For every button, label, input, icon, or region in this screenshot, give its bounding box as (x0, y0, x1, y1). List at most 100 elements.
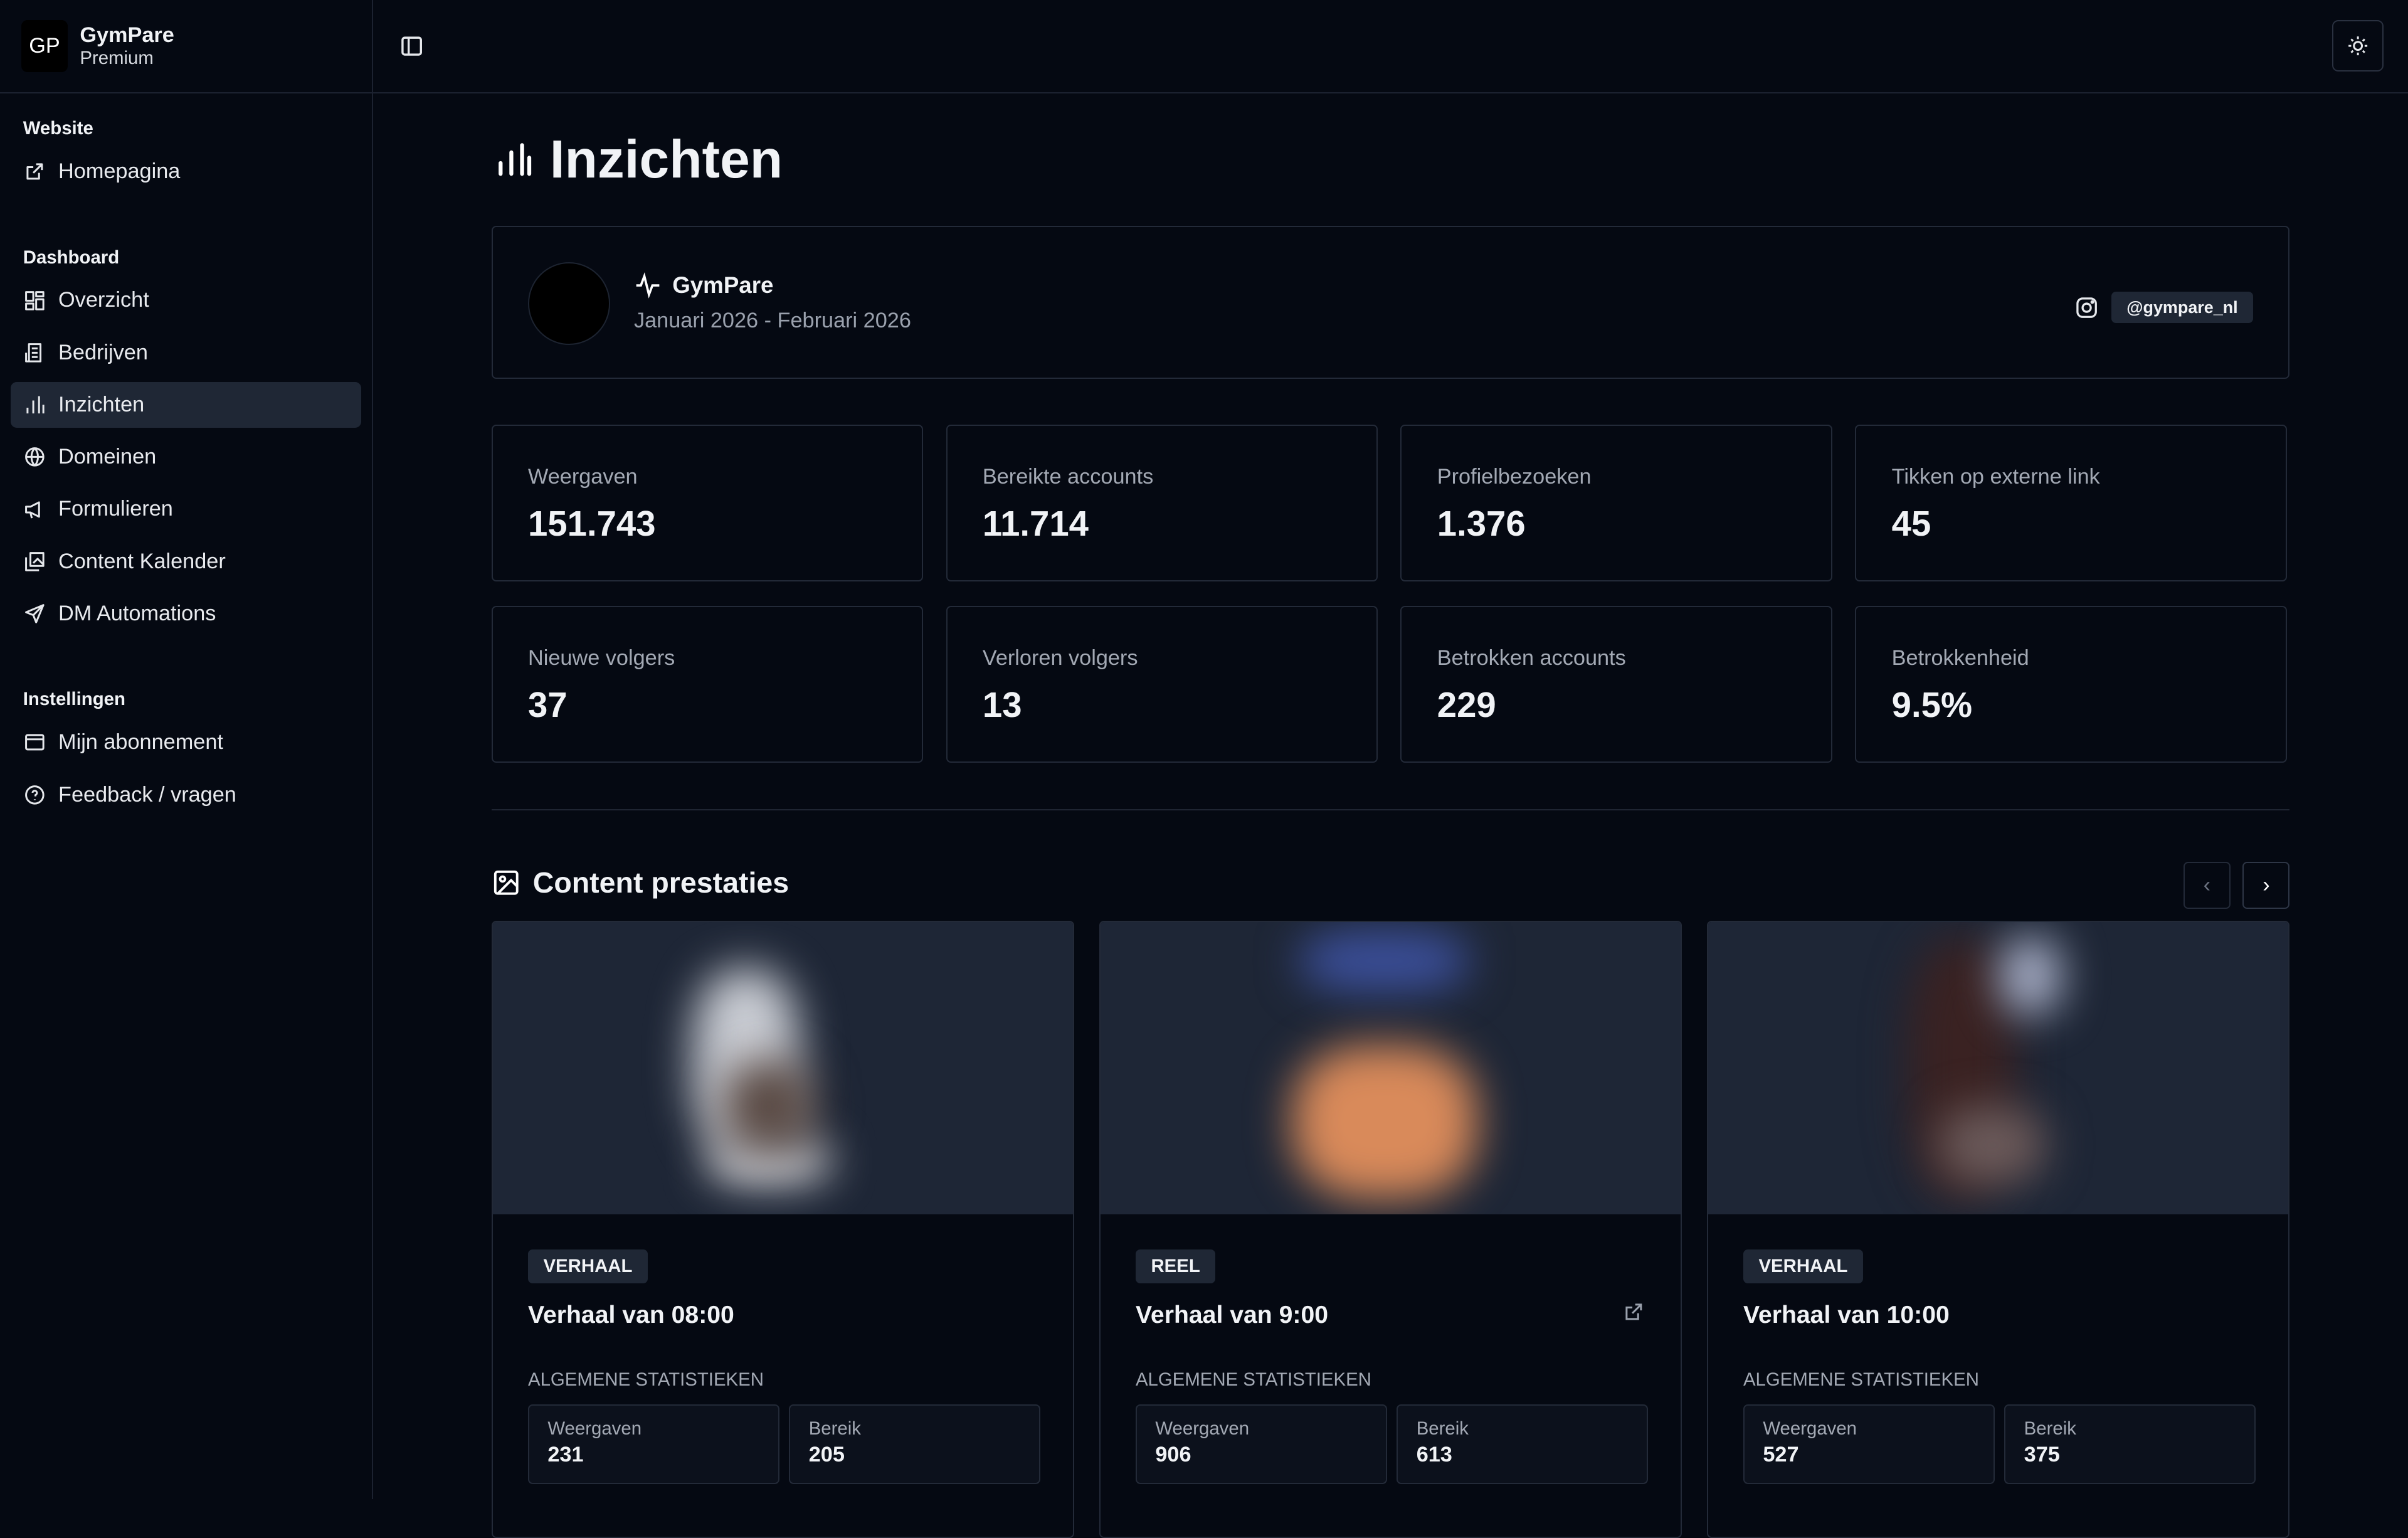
sidebar-item-mijn-abonnement[interactable]: Mijn abonnement (11, 719, 361, 765)
sidebar-item-formulieren[interactable]: Formulieren (11, 486, 361, 532)
sidebar-item-overzicht[interactable]: Overzicht (11, 277, 361, 323)
sidebar-nav: Website Homepagina Dashboard Overzicht Bedri… (0, 118, 372, 846)
content-cards: VERHAAL Verhaal van 08:00 ALGEMENE STATI… (491, 921, 2290, 1538)
stat-label: Betrokkenheid (1891, 645, 2029, 670)
stat-value: 229 (1437, 684, 1496, 724)
sidebar-toggle-icon[interactable] (399, 34, 424, 65)
views-box: Weergaven 527 (1743, 1404, 1995, 1484)
views-label: Weergaven (547, 1418, 642, 1439)
prev-button[interactable]: ‹ (2183, 861, 2231, 909)
brand-plan: Premium (80, 47, 154, 68)
views-box: Weergaven 906 (1135, 1404, 1387, 1484)
content-card[interactable]: VERHAAL Verhaal van 08:00 ALGEMENE STATI… (491, 921, 1075, 1538)
reach-value: 205 (808, 1442, 845, 1466)
next-button[interactable]: › (2242, 861, 2290, 909)
sidebar-item-label: Content Kalender (58, 549, 226, 573)
stat-value: 37 (527, 684, 568, 724)
reach-box: Bereik 205 (789, 1404, 1041, 1484)
stat-card: Nieuwe volgers 37 (491, 606, 923, 763)
profile-card: GymPare Januari 2026 - Februari 2026 @gy… (491, 225, 2290, 379)
reach-box: Bereik 375 (2004, 1404, 2256, 1484)
content-title: Content prestaties (532, 866, 789, 899)
reach-label: Bereik (1416, 1418, 1469, 1439)
external-link-icon (23, 160, 46, 183)
help-circle-icon (23, 783, 46, 807)
sidebar-item-domeinen[interactable]: Domeinen (11, 434, 361, 480)
stat-label: Betrokken accounts (1437, 645, 1626, 670)
stat-value: 1.376 (1437, 503, 1526, 543)
page-title: Inzichten (492, 127, 2290, 192)
reach-value: 613 (1416, 1442, 1452, 1466)
profile-name: GymPare (672, 272, 774, 299)
stat-label: Bereikte accounts (982, 464, 1154, 489)
external-link-icon[interactable] (1622, 1300, 1645, 1330)
content-card[interactable]: VERHAAL Verhaal van 10:00 ALGEMENE STATI… (1706, 921, 2290, 1538)
bar-chart-icon (23, 393, 46, 416)
content-card[interactable]: REEL Verhaal van 9:00 ALGEMENE STATISTIE… (1099, 921, 1682, 1538)
stat-card: Weergaven 151.743 (491, 425, 923, 582)
views-value: 231 (547, 1442, 584, 1466)
stats-grid: Weergaven 151.743 Bereikte accounts 11.714 P… (491, 425, 2290, 763)
section-label: ALGEMENE STATISTIEKEN (527, 1369, 764, 1391)
building-icon (23, 341, 46, 364)
reach-label: Bereik (2024, 1418, 2076, 1439)
sidebar-item-label: Mijn abonnement (58, 730, 223, 755)
stat-card: Betrokken accounts 229 (1400, 606, 1832, 763)
views-label: Weergaven (1155, 1418, 1250, 1439)
sidebar-item-dm-automations[interactable]: DM Automations (11, 591, 361, 637)
avatar (527, 262, 611, 345)
stat-card: Tikken op externe link 45 (1855, 425, 2287, 582)
post-thumbnail[interactable] (1708, 922, 2289, 1214)
stat-value: 13 (982, 684, 1022, 724)
brand-name: GymPare (80, 23, 174, 47)
brand-logo: GP (21, 19, 68, 73)
views-value: 906 (1155, 1442, 1191, 1466)
stat-card: Betrokkenheid 9.5% (1855, 606, 2287, 763)
sidebar-item-inzichten[interactable]: Inzichten (11, 381, 361, 428)
sidebar-item-label: Bedrijven (58, 340, 148, 364)
section-label: ALGEMENE STATISTIEKEN (1135, 1369, 1371, 1391)
sidebar-item-label: Feedback / vragen (58, 782, 236, 807)
views-box: Weergaven 231 (527, 1404, 779, 1484)
post-type-badge: VERHAAL (1743, 1249, 1863, 1283)
sidebar-item-content-kalender[interactable]: Content Kalender (11, 538, 361, 584)
sidebar-item-homepagina[interactable]: Homepagina (11, 149, 361, 194)
reach-label: Bereik (808, 1418, 861, 1439)
sidebar-item-label: Formulieren (58, 497, 173, 521)
sidebar-section-title: Website (23, 118, 93, 139)
sidebar-item-label: Homepagina (58, 159, 181, 184)
sidebar-item-label: DM Automations (58, 601, 216, 625)
globe-icon (23, 445, 46, 469)
stat-card: Verloren volgers 13 (946, 606, 1378, 763)
views-label: Weergaven (1763, 1418, 1857, 1439)
bar-chart-icon (498, 143, 531, 176)
post-thumbnail[interactable] (1100, 922, 1681, 1214)
sidebar-item-bedrijven[interactable]: Bedrijven (11, 329, 361, 375)
sidebar-section-title: Instellingen (23, 689, 125, 710)
stat-label: Verloren volgers (982, 645, 1138, 670)
sun-icon (2348, 36, 2367, 55)
stat-label: Tikken op externe link (1891, 464, 2100, 489)
stat-value: 45 (1891, 503, 1931, 543)
sidebar-section-title: Dashboard (23, 247, 120, 268)
reach-value: 375 (2024, 1442, 2060, 1466)
post-thumbnail[interactable] (492, 922, 1074, 1214)
wallet-icon (23, 731, 46, 754)
sidebar: GP GymPare Premium Website Homepagina Dash… (0, 0, 373, 1500)
section-label: ALGEMENE STATISTIEKEN (1743, 1369, 1979, 1391)
send-icon (23, 602, 46, 625)
divider (491, 809, 2290, 811)
theme-toggle-button[interactable] (2331, 19, 2384, 72)
stat-value: 151.743 (527, 503, 656, 543)
stat-label: Nieuwe volgers (527, 645, 675, 670)
views-value: 527 (1763, 1442, 1799, 1466)
stat-card: Profielbezoeken 1.376 (1400, 425, 1832, 582)
post-type-badge: REEL (1135, 1249, 1216, 1283)
post-title: Verhaal van 10:00 (1743, 1302, 1950, 1329)
brand-header[interactable]: GP GymPare Premium (0, 0, 372, 93)
post-title: Verhaal van 9:00 (1135, 1302, 1329, 1329)
instagram-handle[interactable]: @gympare_nl (2111, 291, 2254, 324)
sidebar-item-feedback-vragen[interactable]: Feedback / vragen (11, 772, 361, 817)
stat-value: 11.714 (982, 503, 1089, 543)
sidebar-item-label: Domeinen (58, 445, 157, 469)
